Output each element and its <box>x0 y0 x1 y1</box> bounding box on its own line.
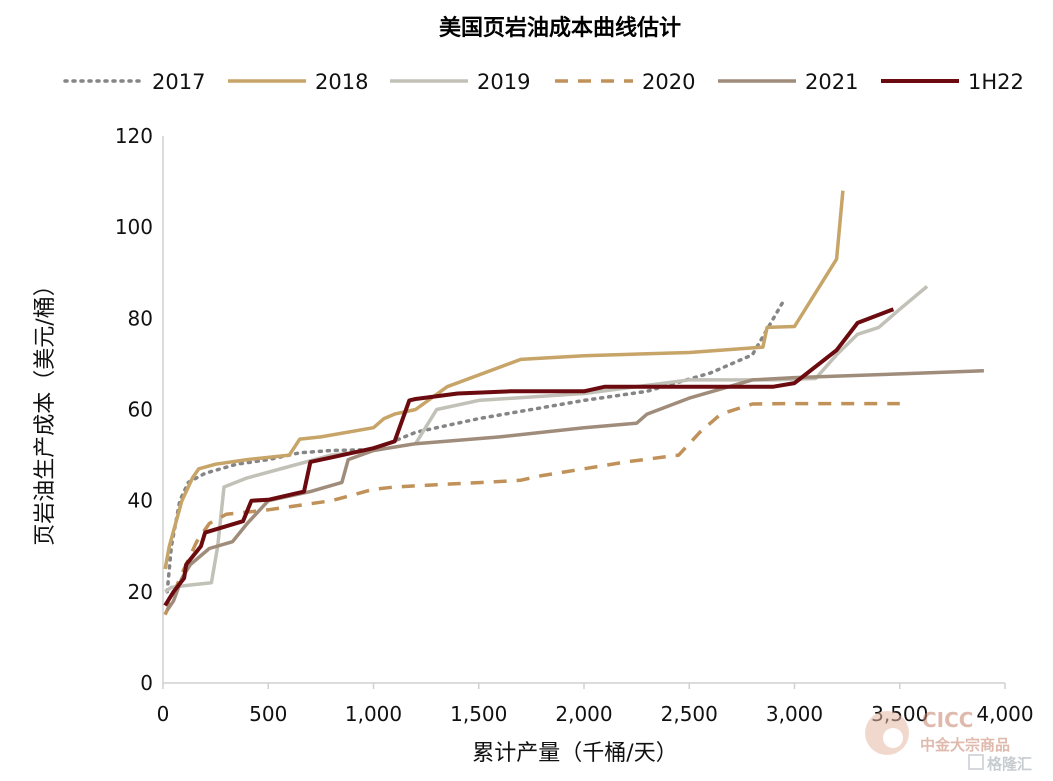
series-line-1h22 <box>163 307 895 607</box>
x-tick-label: 1,000 <box>345 702 402 726</box>
x-tick-label: 500 <box>249 702 287 726</box>
legend: 2017 2018 2019 2020 2021 1H22 <box>63 70 1024 94</box>
legend-label-1h22: 1H22 <box>968 70 1024 94</box>
watermark-site-icon <box>968 754 984 770</box>
chart-title: 美国页岩油成本曲线估计 <box>439 15 681 41</box>
axes: 0 20 40 60 80 100 120 0 500 1,000 1,500 2,000 2,500 3… <box>115 124 1034 726</box>
x-tick-label: 0 <box>157 702 170 726</box>
x-tick-label: 3,000 <box>766 702 823 726</box>
series-line-2019 <box>164 285 929 594</box>
legend-label-2020: 2020 <box>642 70 695 94</box>
series-line-2018 <box>163 190 845 570</box>
x-tick-label: 4,000 <box>976 702 1033 726</box>
watermark: CICC 中金大宗商品 格隆汇 <box>865 708 1032 773</box>
legend-label-2017: 2017 <box>152 70 205 94</box>
series-layer <box>163 190 984 616</box>
series-line-2020 <box>163 401 900 616</box>
y-tick-label: 80 <box>128 306 153 330</box>
series-line-2021 <box>165 369 984 612</box>
x-tick-label: 1,500 <box>450 702 507 726</box>
watermark-subtitle: 中金大宗商品 <box>920 736 1010 754</box>
y-tick-label: 0 <box>140 671 153 695</box>
series-line-2017 <box>165 298 786 594</box>
y-tick-label: 20 <box>128 580 153 604</box>
legend-label-2018: 2018 <box>315 70 368 94</box>
y-tick-label: 60 <box>128 398 153 422</box>
watermark-site-text: 格隆汇 <box>987 755 1032 773</box>
y-axis-label: 页岩油生产成本（美元/桶） <box>33 274 58 545</box>
x-axis-label: 累计产量（千桶/天） <box>472 741 677 766</box>
watermark-logo-inner-icon <box>883 728 903 748</box>
legend-label-2021: 2021 <box>805 70 858 94</box>
legend-label-2019: 2019 <box>477 70 530 94</box>
x-tick-label: 2,000 <box>555 702 612 726</box>
watermark-logo-text: CICC <box>922 708 973 732</box>
x-tick-label: 2,500 <box>661 702 718 726</box>
y-tick-label: 100 <box>115 215 153 239</box>
y-tick-label: 40 <box>128 489 153 513</box>
y-tick-label: 120 <box>115 124 153 148</box>
